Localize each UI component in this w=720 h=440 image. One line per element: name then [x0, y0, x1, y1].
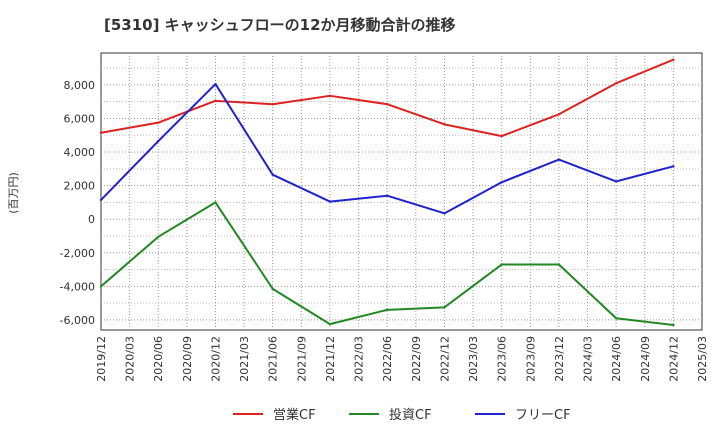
data-point: [328, 94, 332, 98]
x-tick-label: 2020/06: [152, 336, 165, 382]
x-tick-label: 2024/12: [667, 336, 680, 382]
data-point: [214, 82, 217, 86]
plot-area: [100, 52, 703, 331]
data-point: [614, 317, 618, 320]
data-point: [557, 158, 561, 161]
x-tick-label: 2022/09: [410, 336, 423, 382]
y-tick-labels: -6,000 -4,000 -2,000 0 2,000 4,000 6,000 8,000: [60, 79, 95, 327]
x-tick-label: 2020/09: [181, 336, 194, 382]
x-tick-label: 2021/03: [238, 336, 251, 382]
data-point: [500, 181, 503, 184]
y-tick-label: -4,000: [60, 280, 95, 293]
series-layer: [99, 58, 675, 327]
x-tick-label: 2022/03: [353, 336, 366, 382]
y-tick-label: 4,000: [64, 146, 96, 159]
data-point: [385, 308, 389, 312]
data-point: [385, 194, 389, 197]
data-point: [271, 173, 274, 176]
y-tick-label: -2,000: [60, 247, 95, 260]
data-point: [672, 165, 675, 168]
data-point: [157, 235, 160, 239]
x-tick-labels: 2019/12 2020/03 2020/06 2020/09 2020/12 2021/…: [95, 336, 709, 382]
data-point: [500, 134, 503, 138]
x-tick-label: 2020/03: [124, 336, 137, 382]
x-tick-label: 2022/12: [438, 336, 451, 382]
x-tick-label: 2019/12: [95, 336, 108, 382]
chart-title: [5310] キャッシュフローの12か月移動合計の推移: [104, 16, 456, 34]
data-point: [385, 103, 389, 106]
legend-label: 投資CF: [389, 407, 432, 423]
x-tick-label: 2020/12: [209, 336, 222, 382]
legend-label: フリーCF: [515, 408, 571, 423]
data-point: [99, 285, 103, 288]
x-tick-label: 2021/12: [324, 336, 337, 382]
y-tick-label: 6,000: [64, 112, 96, 125]
data-point: [614, 82, 618, 85]
data-point: [328, 200, 332, 203]
data-point: [557, 263, 561, 266]
grid-layer: [101, 53, 702, 330]
data-point: [328, 322, 332, 326]
data-point: [500, 263, 503, 266]
data-point: [157, 121, 160, 124]
data-point: [271, 287, 274, 291]
y-tick-label: 8,000: [64, 79, 96, 92]
x-tick-label: 2024/03: [582, 336, 595, 382]
y-tick-label: -6,000: [60, 314, 95, 327]
y-axis-label: (百万円): [7, 172, 20, 214]
data-point: [672, 58, 675, 61]
data-point: [271, 103, 274, 106]
data-point: [157, 139, 160, 143]
data-point: [557, 113, 561, 116]
x-tick-label: 2023/09: [524, 336, 537, 382]
data-point: [614, 180, 618, 183]
data-point: [443, 306, 446, 309]
x-tick-label: 2023/12: [553, 336, 566, 382]
legend-label: 営業CF: [273, 407, 316, 423]
data-point: [443, 123, 446, 126]
data-point: [99, 131, 103, 134]
x-tick-label: 2024/09: [639, 336, 652, 382]
y-tick-label: 2,000: [64, 180, 96, 193]
y-tick-label: 0: [88, 213, 95, 226]
x-tick-label: 2023/06: [496, 336, 509, 382]
data-point: [443, 212, 446, 215]
x-tick-label: 2021/06: [267, 336, 280, 382]
data-point: [672, 323, 675, 327]
x-tick-label: 2025/03: [696, 336, 709, 382]
x-tick-label: 2021/09: [295, 336, 308, 382]
data-point: [99, 198, 103, 202]
x-tick-label: 2023/03: [467, 336, 480, 382]
data-point: [214, 99, 217, 103]
data-point: [214, 201, 217, 204]
x-tick-label: 2024/06: [610, 336, 623, 382]
legend: 営業CF 投資CF フリーCF: [233, 407, 571, 423]
x-tick-label: 2022/06: [381, 336, 394, 382]
